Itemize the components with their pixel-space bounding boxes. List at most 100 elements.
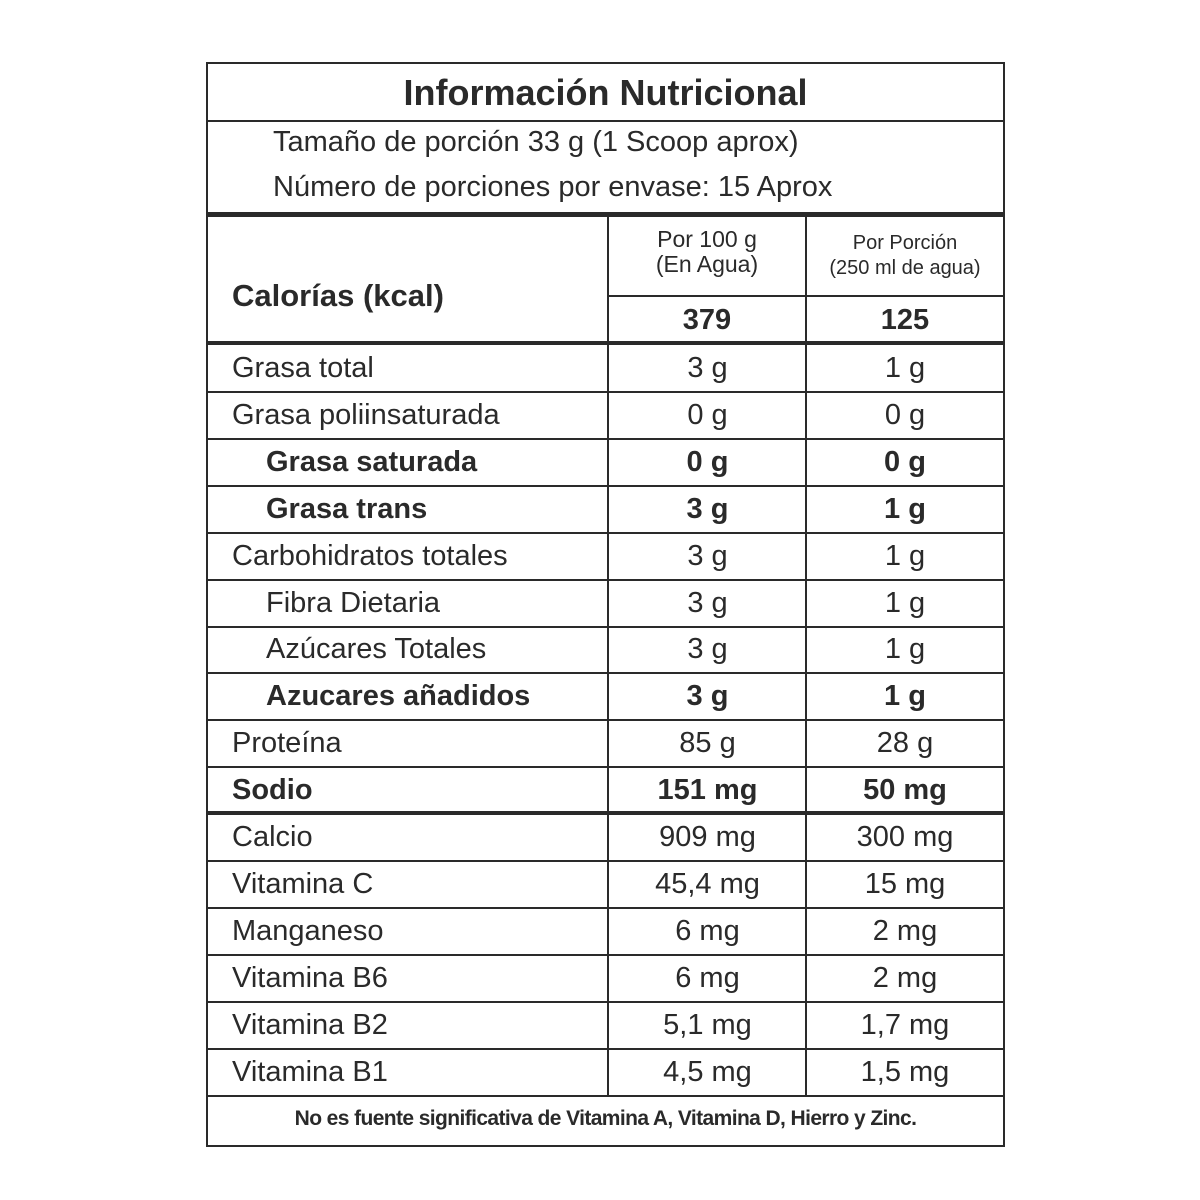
divider [208, 953, 1003, 956]
value-per-serving: 1 g [884, 539, 926, 572]
divider [208, 811, 1003, 816]
nutrient-name: Proteína [232, 727, 342, 760]
value-per-serving: 300 mg [856, 821, 954, 853]
table-row: Vitamina B2 5,1 mg 1,7 mg [208, 1002, 1003, 1049]
table-row: Carbohidratos totales 3 g 1 g [208, 533, 1003, 580]
divider [208, 766, 1003, 769]
divider [208, 672, 1003, 675]
calories-per-serving: 125 [880, 304, 930, 336]
table-row: Calcio 909 mg 300 mg [208, 814, 1003, 861]
value-per-100g: 3 g [686, 492, 729, 525]
header-line: (250 ml de agua) [829, 257, 981, 279]
divider [208, 391, 1003, 393]
value-per-100g: 5,1 mg [663, 1008, 752, 1041]
header-line: Por 100 g [657, 226, 757, 252]
footnote: No es fuente significativa de Vitamina A… [294, 1107, 917, 1130]
divider [609, 295, 1003, 297]
table-row: Sodio 151 mg 50 mg [208, 767, 1003, 814]
divider [208, 860, 1003, 862]
value-per-100g: 3 g [687, 586, 728, 619]
divider [805, 217, 807, 344]
table-row: Grasa saturada 0 g 0 g [208, 439, 1003, 486]
nutrient-name: Grasa total [232, 352, 374, 384]
divider [208, 531, 1003, 534]
value-per-100g: 151 mg [657, 774, 758, 807]
value-per-serving: 2 mg [872, 914, 938, 947]
divider [208, 1047, 1003, 1050]
divider [208, 1094, 1003, 1097]
header-line: (En Agua) [655, 251, 759, 277]
divider [208, 212, 1003, 217]
value-per-serving: 15 mg [864, 867, 946, 900]
nutrient-name: Vitamina B1 [232, 1055, 388, 1088]
divider [208, 906, 1003, 909]
nutrient-name: Azucares añadidos [266, 680, 531, 713]
calories-per-100g: 379 [682, 304, 732, 336]
divider [805, 345, 807, 1096]
nutrient-name: Sodio [232, 774, 313, 807]
value-per-100g: 3 g [687, 352, 728, 384]
value-per-100g: 3 g [687, 539, 728, 572]
column-header-per-100g: Por 100 g (En Agua) [609, 227, 805, 277]
value-per-100g: 0 g [687, 398, 728, 431]
header-line: Por Porción [852, 232, 958, 254]
table-row: Grasa total 3 g 1 g [208, 345, 1003, 392]
value-per-100g: 6 mg [675, 914, 740, 947]
divider [208, 484, 1003, 487]
table-row: Proteína 85 g 28 g [208, 720, 1003, 767]
table-row: Vitamina B1 4,5 mg 1,5 mg [208, 1049, 1003, 1096]
nutrient-name: Manganeso [232, 914, 384, 947]
divider [208, 1000, 1003, 1003]
value-per-100g: 45,4 mg [655, 867, 760, 900]
nutrient-name: Grasa saturada [266, 445, 478, 478]
table-row: Grasa poliinsaturada 0 g 0 g [208, 392, 1003, 439]
nutrient-name: Fibra Dietaria [266, 586, 441, 619]
value-per-100g: 4,5 mg [663, 1055, 752, 1088]
divider [208, 625, 1003, 628]
value-per-100g: 909 mg [659, 821, 756, 853]
divider [208, 437, 1003, 440]
divider [607, 345, 609, 1096]
nutrient-name: Grasa trans [266, 492, 428, 525]
table-row: Fibra Dietaria 3 g 1 g [208, 580, 1003, 627]
value-per-serving: 0 g [884, 445, 926, 478]
table-title: Información Nutricional [208, 64, 1003, 122]
divider [208, 719, 1003, 722]
value-per-100g: 3 g [687, 633, 728, 666]
value-per-serving: 1 g [884, 633, 926, 666]
value-per-serving: 1 g [884, 492, 926, 525]
calories-label: Calorías (kcal) [232, 278, 444, 313]
nutrition-facts-table: Información Nutricional Tamaño de porció… [206, 62, 1005, 1147]
column-header-per-serving: Por Porción (250 ml de agua) [807, 231, 1003, 281]
table-row: Manganeso 6 mg 2 mg [208, 908, 1003, 955]
servings-per-container: Número de porciones por envase: 15 Aprox [273, 171, 833, 203]
nutrient-name: Carbohidratos totales [232, 539, 508, 572]
table-row: Vitamina B6 6 mg 2 mg [208, 955, 1003, 1002]
divider [208, 341, 1003, 345]
value-per-100g: 3 g [686, 680, 729, 713]
nutrient-name: Vitamina C [232, 867, 374, 900]
nutrient-name: Grasa poliinsaturada [232, 398, 500, 431]
divider [208, 578, 1003, 581]
value-per-serving: 1,7 mg [860, 1008, 950, 1041]
nutrient-name: Calcio [232, 821, 313, 853]
table-row: Azucares añadidos 3 g 1 g [208, 673, 1003, 720]
value-per-100g: 85 g [679, 727, 736, 760]
value-per-serving: 1 g [884, 586, 926, 619]
nutrient-name: Vitamina B6 [232, 961, 388, 994]
serving-size: Tamaño de porción 33 g (1 Scoop aprox) [273, 126, 799, 158]
nutrient-name: Vitamina B2 [232, 1008, 388, 1041]
table-row: Azúcares Totales 3 g 1 g [208, 626, 1003, 673]
value-per-serving: 0 g [884, 398, 926, 431]
value-per-serving: 28 g [876, 727, 934, 760]
value-per-serving: 2 mg [872, 961, 938, 994]
divider [607, 217, 609, 344]
table-row: Vitamina C 45,4 mg 15 mg [208, 861, 1003, 908]
value-per-100g: 0 g [686, 445, 729, 478]
nutrient-name: Azúcares Totales [266, 633, 487, 666]
value-per-serving: 50 mg [863, 774, 947, 807]
value-per-serving: 1 g [884, 352, 926, 384]
value-per-serving: 1 g [884, 680, 926, 713]
table-row: Grasa trans 3 g 1 g [208, 486, 1003, 533]
value-per-100g: 6 mg [675, 961, 740, 994]
